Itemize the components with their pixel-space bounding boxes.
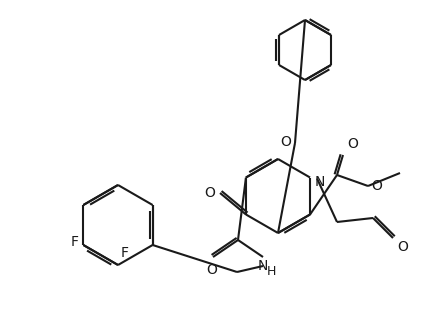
Text: F: F — [121, 246, 129, 260]
Text: F: F — [71, 235, 78, 249]
Text: N: N — [315, 174, 326, 188]
Text: O: O — [204, 186, 215, 200]
Text: O: O — [347, 137, 358, 151]
Text: O: O — [397, 240, 408, 254]
Text: N: N — [258, 259, 268, 273]
Text: O: O — [280, 135, 291, 149]
Text: H: H — [266, 265, 276, 278]
Text: O: O — [206, 263, 218, 277]
Text: O: O — [371, 179, 382, 193]
